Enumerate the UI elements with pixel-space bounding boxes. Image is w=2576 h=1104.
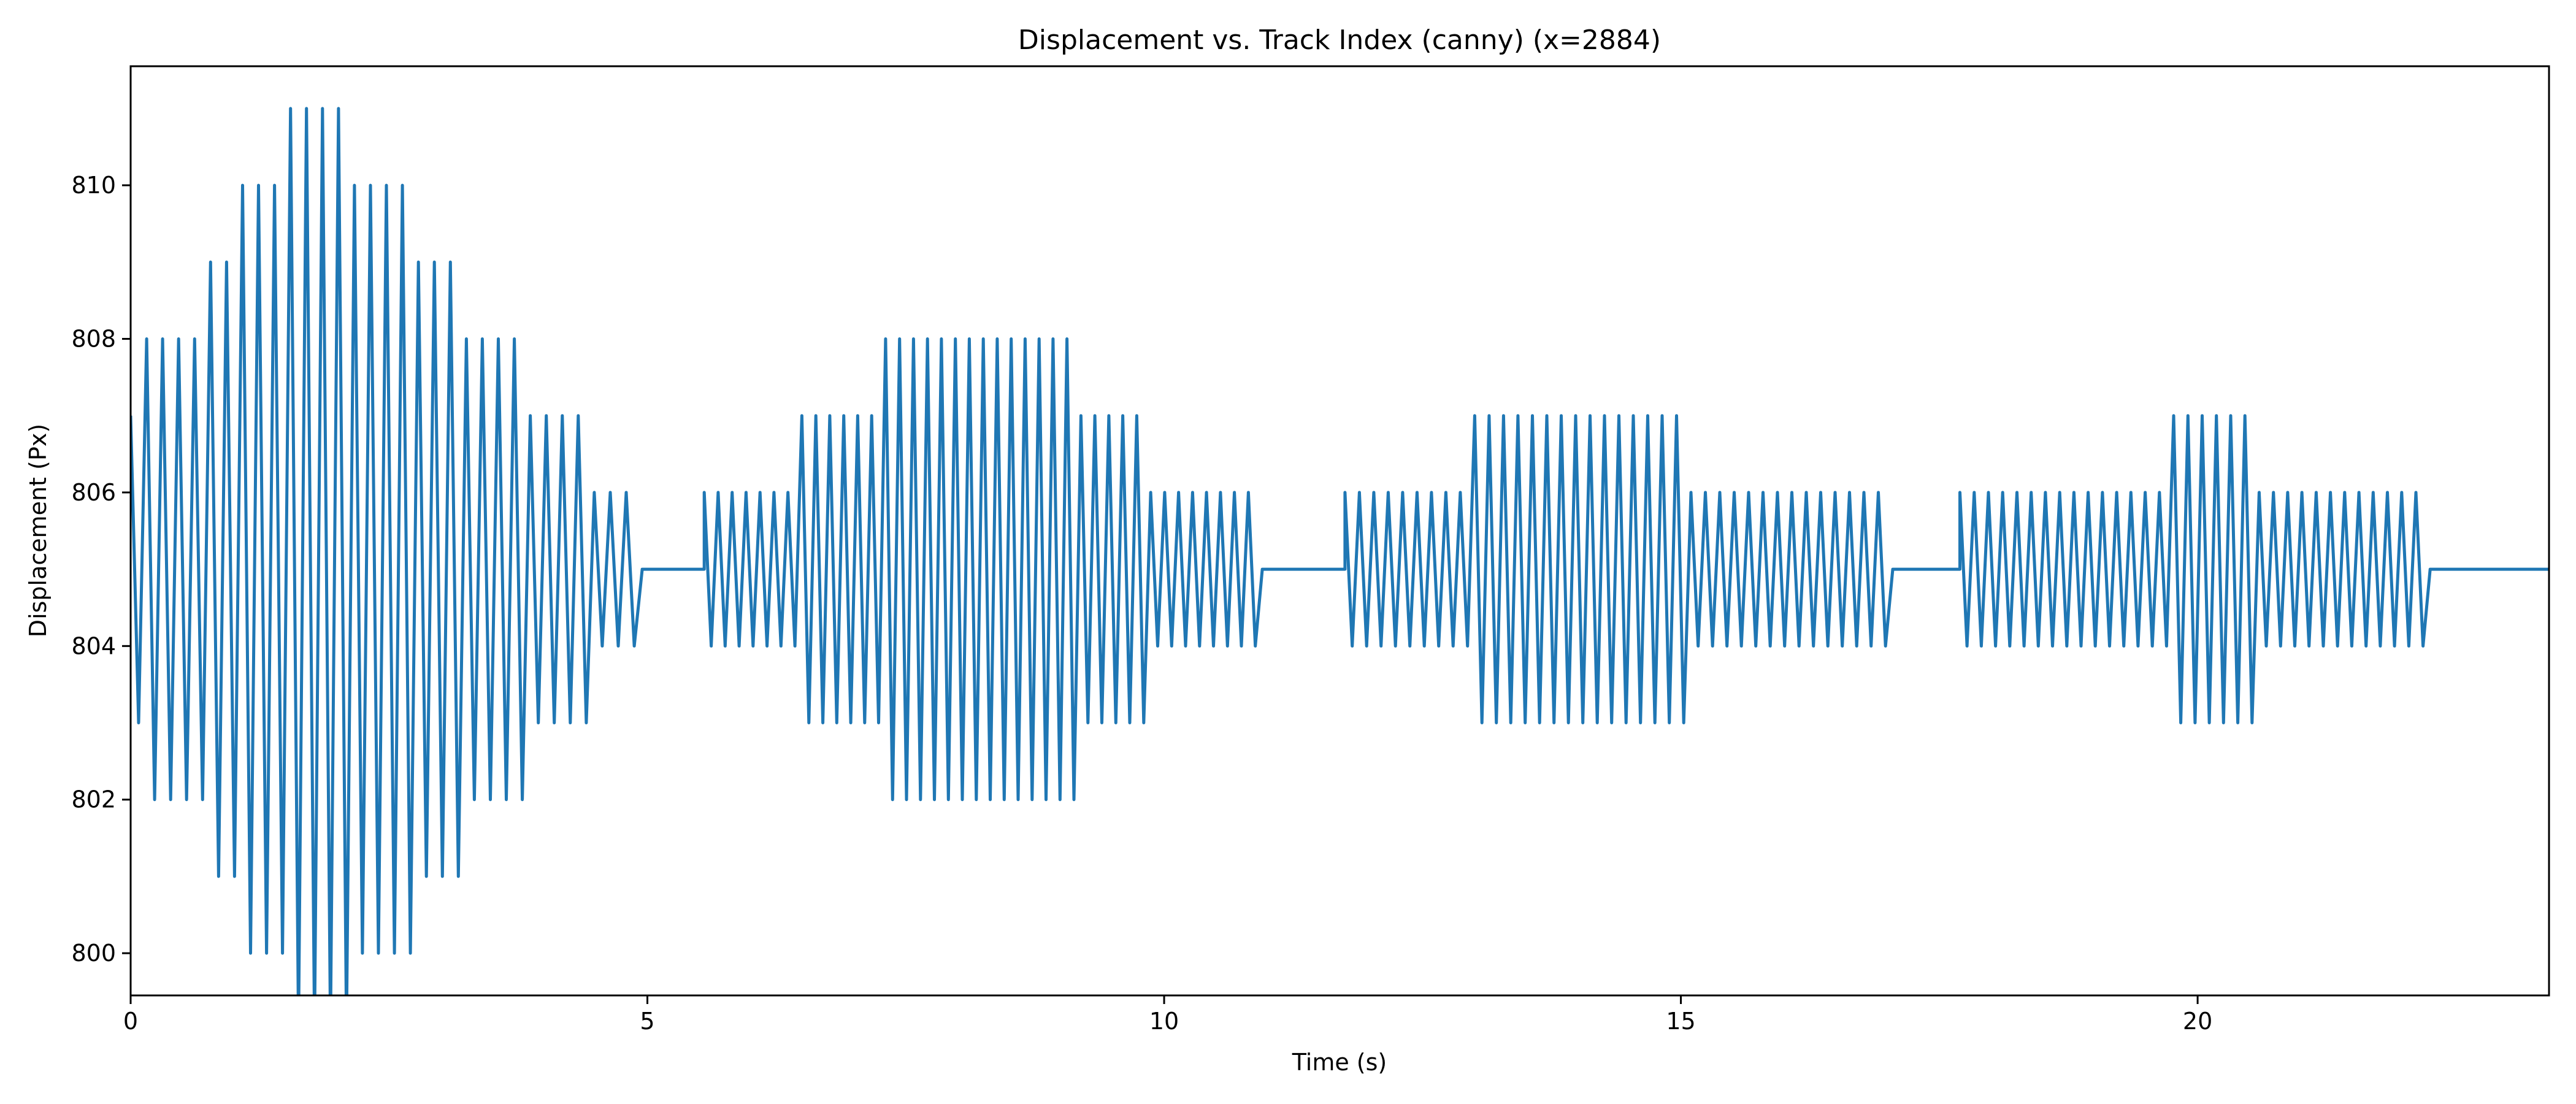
x-axis-label: Time (s) xyxy=(1292,1049,1387,1076)
y-axis: 800 802 804 806 808 810 xyxy=(71,172,131,967)
chart-title: Displacement vs. Track Index (canny) (x=… xyxy=(1018,25,1661,56)
y-axis-label: Displacement (Px) xyxy=(25,424,52,637)
x-tick-label: 0 xyxy=(123,1008,138,1035)
plot-frame xyxy=(129,65,2550,997)
y-tick-label: 800 xyxy=(71,940,116,967)
y-tick-label: 802 xyxy=(71,786,116,813)
y-tick-label: 804 xyxy=(71,632,116,659)
x-tick-label: 15 xyxy=(1666,1008,1695,1035)
x-tick-label: 5 xyxy=(640,1008,654,1035)
y-tick-label: 808 xyxy=(71,325,116,352)
data-layer xyxy=(131,107,2549,995)
displacement-series-line xyxy=(131,107,2549,995)
x-axis: 0 5 10 15 20 xyxy=(123,995,2212,1035)
x-tick-label: 10 xyxy=(1149,1008,1179,1035)
x-tick-label: 20 xyxy=(2183,1008,2212,1035)
y-tick-label: 810 xyxy=(71,172,116,199)
y-tick-label: 806 xyxy=(71,479,116,506)
